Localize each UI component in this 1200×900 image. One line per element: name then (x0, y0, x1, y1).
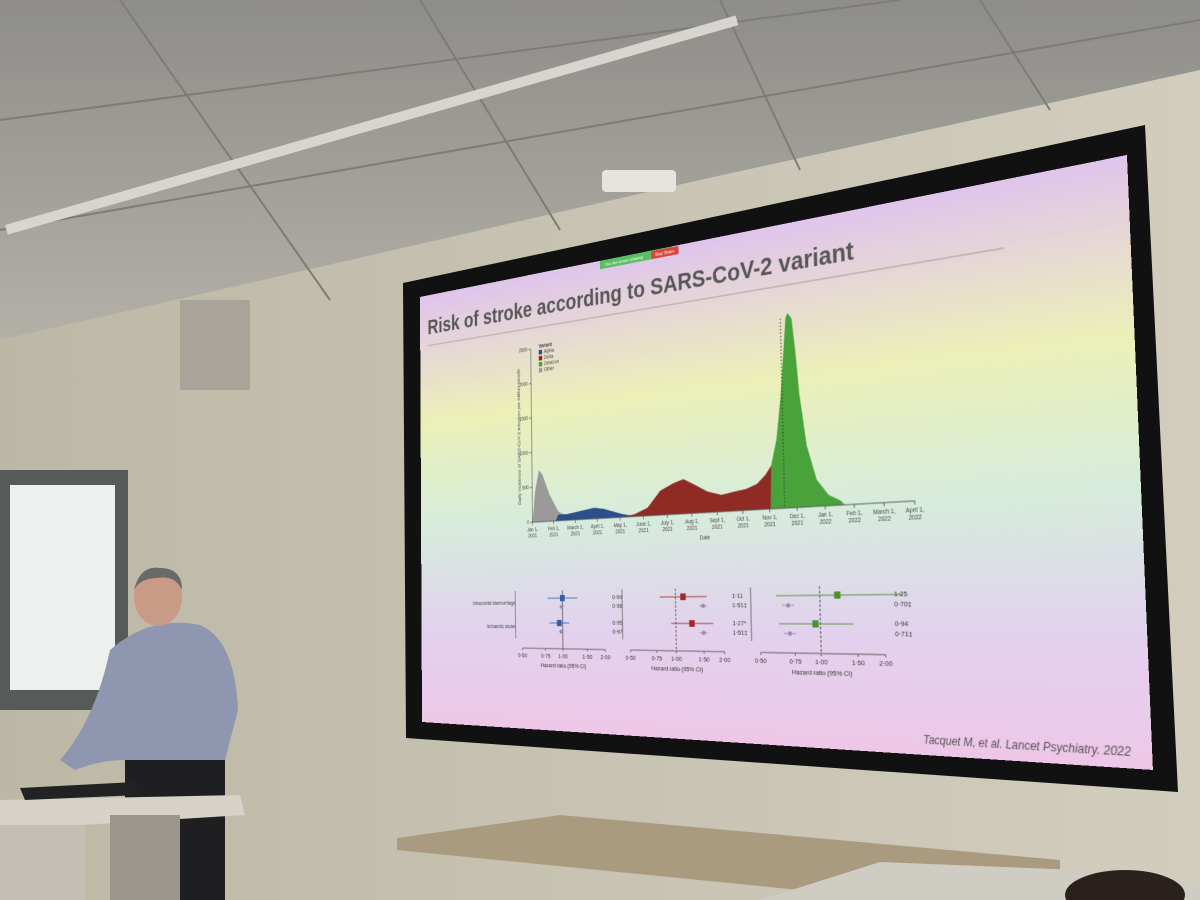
x-axis-label: Date (700, 533, 710, 541)
legend-swatch (539, 350, 542, 355)
forest-tick-label: 1·50 (852, 659, 866, 667)
podium-stand (110, 815, 180, 900)
x-tick-label: 2021 (764, 520, 776, 528)
estimate-square (557, 620, 562, 626)
forest-tick-label: 0·75 (789, 657, 802, 665)
estimate-square (834, 591, 841, 598)
podium (0, 825, 85, 900)
window (10, 485, 115, 690)
x-tick-label: 2021 (712, 522, 723, 530)
forest-axis-label: Hazard ratio (95% CI) (651, 664, 704, 673)
hazard-ratio: 0·98 (612, 602, 623, 609)
x-tick-label: 2021 (662, 525, 672, 533)
legend-swatch (539, 356, 542, 361)
forest-tick-label: 0·50 (626, 654, 637, 661)
hazard-ratio: 0·99 (612, 593, 623, 600)
row-label: Intracranial haemorrhage (473, 599, 516, 606)
x-tick-label: 2022 (909, 512, 922, 521)
hazard-ratio: 0·70‡ (894, 600, 912, 608)
forest-tick-label: 2·00 (600, 653, 611, 660)
y-tick-label: 1500 (519, 414, 529, 422)
forest-tick-label: 0·50 (755, 657, 768, 665)
legend-swatch (539, 368, 542, 373)
hazard-ratio: 0·97 (613, 628, 624, 635)
estimate-square (689, 620, 695, 627)
forest-tick-label: 0·50 (518, 652, 528, 659)
hazard-ratio: 1·51‡ (733, 629, 748, 637)
x-tick-label: 2021 (639, 526, 649, 534)
x-tick-label: 2021 (528, 532, 537, 539)
forest-tick-label: 1·00 (558, 653, 568, 660)
y-tick-label: 2000 (519, 380, 529, 388)
hazard-ratio: 1·51‡ (732, 601, 747, 609)
speaker-box (180, 300, 250, 390)
forest-tick-label: 1·50 (583, 653, 593, 660)
legend-swatch (539, 362, 542, 367)
forest-axis-label: Hazard ratio (95% CI) (541, 662, 587, 670)
x-tick-label: 2021 (738, 521, 749, 529)
estimate-square (680, 593, 686, 600)
projector (602, 170, 676, 192)
hazard-ratio: 1·11 (732, 592, 744, 600)
x-tick-label: 2022 (819, 517, 831, 526)
estimate-square (560, 595, 565, 601)
y-tick-label: 500 (522, 484, 529, 491)
forest-tick-label: 1·00 (815, 658, 828, 666)
x-tick-label: 2021 (549, 531, 558, 538)
forest-tick-label: 2·00 (719, 656, 731, 664)
x-tick-label: 2021 (791, 518, 803, 526)
hazard-ratio: 1·25 (894, 590, 908, 598)
forest-tick-label: 2·00 (879, 659, 893, 668)
x-tick-label: 2021 (571, 529, 580, 536)
x-tick-label: 2022 (878, 514, 891, 523)
hazard-ratio: 1·27* (732, 619, 746, 627)
forest-tick-label: 1·00 (671, 655, 682, 663)
forest-tick-label: 0·75 (541, 652, 551, 659)
x-tick-label: 2021 (615, 527, 625, 535)
forest-tick-label: 1·50 (699, 655, 711, 663)
x-tick-label: 2022 (848, 515, 861, 524)
hazard-ratio: 0·71‡ (895, 630, 913, 638)
estimate-square (812, 620, 818, 627)
x-tick-label: 2021 (593, 528, 603, 535)
row-label: Ischaemic stroke (487, 623, 516, 630)
hazard-ratio: 0·95 (612, 619, 623, 626)
x-tick-label: 2021 (687, 524, 698, 532)
hazard-ratio: 0·94 (895, 619, 909, 627)
forest-tick-label: 0·75 (652, 655, 663, 663)
y-tick-label: 1000 (520, 449, 530, 457)
